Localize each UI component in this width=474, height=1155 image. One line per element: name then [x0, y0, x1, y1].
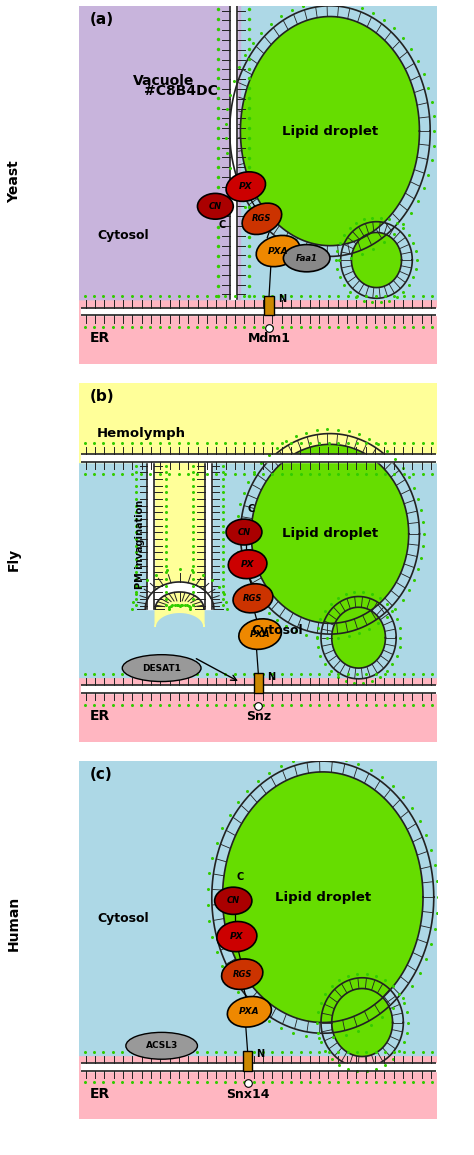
Text: Lipid droplet: Lipid droplet	[275, 891, 371, 903]
Ellipse shape	[222, 959, 263, 990]
Ellipse shape	[226, 172, 265, 201]
Ellipse shape	[240, 16, 419, 246]
Ellipse shape	[126, 1033, 198, 1059]
Text: N: N	[267, 671, 275, 681]
Ellipse shape	[256, 236, 300, 267]
Text: CN: CN	[209, 202, 222, 210]
Text: C: C	[247, 505, 255, 514]
Polygon shape	[155, 383, 204, 627]
Text: N: N	[256, 1049, 264, 1059]
Text: RGS: RGS	[233, 970, 252, 978]
Ellipse shape	[228, 997, 272, 1027]
Text: Mdm1: Mdm1	[247, 333, 291, 345]
Text: (c): (c)	[90, 767, 113, 782]
Text: Human: Human	[7, 896, 21, 951]
Ellipse shape	[239, 619, 282, 649]
Ellipse shape	[251, 445, 409, 624]
Text: C: C	[237, 872, 244, 882]
Text: Cytosol: Cytosol	[97, 912, 149, 925]
Bar	[79, 1055, 438, 1119]
Text: Hemolymph: Hemolymph	[97, 427, 186, 440]
Ellipse shape	[226, 519, 262, 545]
Text: Vacuole: Vacuole	[133, 74, 194, 88]
Text: Cytosol: Cytosol	[97, 229, 149, 241]
Text: Yeast: Yeast	[7, 161, 21, 203]
Text: #C8B4DC: #C8B4DC	[144, 84, 218, 98]
Ellipse shape	[122, 655, 201, 681]
Text: ER: ER	[90, 331, 110, 345]
Bar	[79, 299, 438, 364]
Ellipse shape	[332, 608, 385, 668]
Ellipse shape	[351, 232, 401, 288]
Bar	[79, 0, 240, 299]
Polygon shape	[145, 582, 214, 609]
Text: N: N	[278, 293, 286, 304]
Text: RGS: RGS	[252, 215, 272, 223]
Text: Snz: Snz	[246, 710, 271, 723]
Ellipse shape	[332, 989, 392, 1057]
Text: PXA: PXA	[250, 629, 271, 639]
Ellipse shape	[283, 245, 330, 271]
Text: Snx14: Snx14	[226, 1088, 269, 1101]
Text: Fly: Fly	[7, 547, 21, 572]
Text: ER: ER	[90, 709, 110, 723]
Bar	[254, 673, 263, 693]
Text: CN: CN	[227, 896, 240, 906]
Bar	[243, 1051, 252, 1071]
Text: ACSL3: ACSL3	[146, 1042, 178, 1050]
Text: PXA: PXA	[268, 246, 288, 255]
Text: PM invagination: PM invagination	[135, 500, 145, 589]
Ellipse shape	[215, 887, 252, 915]
Text: PXA: PXA	[239, 1007, 260, 1016]
Text: Lipid droplet: Lipid droplet	[282, 125, 378, 137]
Text: PX: PX	[239, 182, 253, 191]
Text: Lipid droplet: Lipid droplet	[282, 528, 378, 541]
Ellipse shape	[233, 583, 273, 613]
Ellipse shape	[222, 772, 423, 1022]
Text: PX: PX	[241, 560, 255, 568]
Text: PX: PX	[230, 932, 244, 941]
Ellipse shape	[217, 922, 257, 952]
Bar	[79, 677, 438, 742]
Ellipse shape	[198, 193, 233, 219]
Text: (b): (b)	[90, 389, 115, 404]
Text: Cytosol: Cytosol	[251, 624, 303, 638]
Text: ER: ER	[90, 1087, 110, 1101]
Text: Faa1: Faa1	[296, 254, 318, 262]
Bar	[264, 296, 273, 315]
Text: C: C	[219, 219, 226, 230]
Text: CN: CN	[237, 528, 251, 537]
Ellipse shape	[228, 550, 267, 579]
Ellipse shape	[242, 203, 282, 234]
Text: (a): (a)	[90, 12, 114, 27]
Text: DESAT1: DESAT1	[142, 664, 181, 672]
Text: RGS: RGS	[243, 594, 263, 603]
